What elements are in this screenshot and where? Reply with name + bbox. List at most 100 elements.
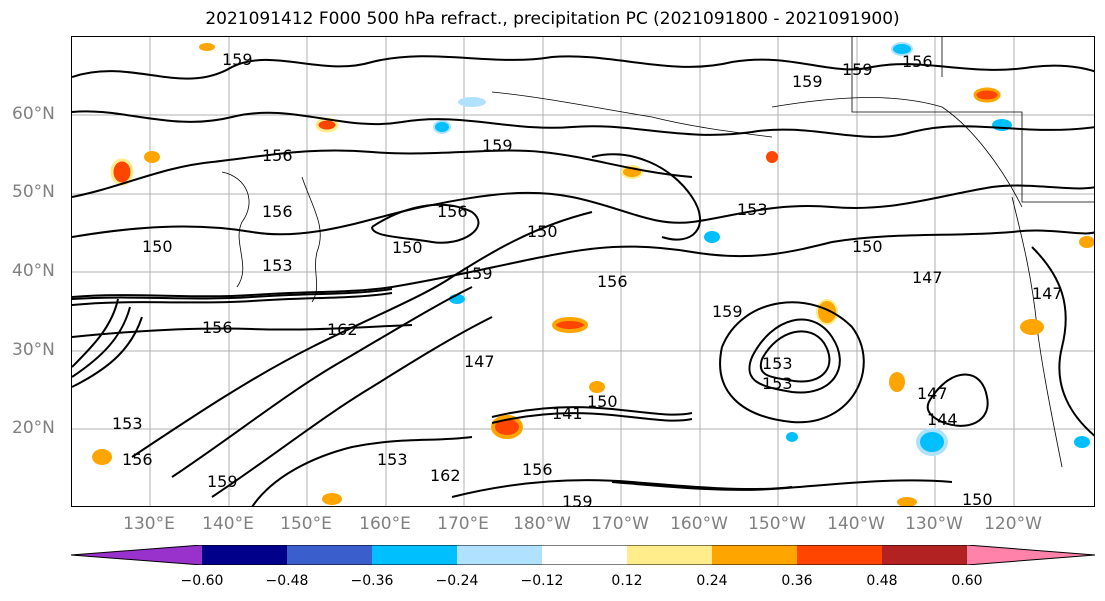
lat-label-50n: 50°N: [12, 182, 55, 202]
colorbar-tick: 0.24: [696, 573, 728, 589]
lat-label-20n: 20°N: [12, 418, 55, 438]
contour-line: [719, 301, 865, 424]
contour-line: [72, 316, 143, 388]
contour-line: [72, 184, 1094, 238]
colorbar-tick: 0.48: [866, 573, 898, 589]
contour-label: 153: [262, 256, 293, 275]
precip-patch: [704, 231, 720, 243]
colorbar-tick: −0.24: [435, 573, 479, 589]
contour-label: 141: [552, 404, 583, 423]
refractivity-contours: [72, 55, 1094, 506]
lon-label-170e: 170°E: [437, 514, 489, 534]
contour-label: 147: [464, 352, 495, 371]
contour-line: [72, 306, 131, 378]
colorbar-extend-low: [71, 545, 202, 565]
contour-line: [491, 406, 693, 418]
precip-patch: [458, 97, 486, 107]
contour-label: 159: [792, 72, 823, 91]
lon-label-150w: 150°W: [748, 514, 806, 534]
contour-label: 159: [712, 302, 743, 321]
precip-patch: [144, 151, 160, 163]
colorbar: [70, 544, 1096, 569]
contour-label: 153: [112, 414, 143, 433]
contour-label: 147: [1032, 284, 1063, 303]
contour-label: 159: [222, 50, 253, 69]
contour-label: 156: [902, 52, 933, 71]
coastlines: [221, 37, 1094, 468]
lon-label-130w: 130°W: [905, 514, 963, 534]
coastline-kamchatka: [301, 176, 321, 303]
contour-line: [759, 330, 831, 383]
colorbar-tick: 0.36: [781, 573, 813, 589]
contour-line: [72, 149, 693, 198]
colorbar-bin: [457, 545, 542, 565]
lon-label-130e: 130°E: [123, 514, 175, 534]
precip-patch: [973, 87, 1001, 103]
contour-label: 150: [392, 238, 423, 257]
contour-labels: 159 156 159 159 156 159 153 156 150 153 …: [112, 50, 1063, 507]
lat-label-30n: 30°N: [12, 340, 55, 360]
precip-patch: [766, 151, 778, 163]
colorbar-extend-high: [967, 545, 1095, 565]
contour-label: 150: [852, 237, 883, 256]
contour-line: [171, 286, 473, 478]
contour-label: 150: [587, 392, 618, 411]
coastline-asia: [221, 171, 250, 288]
contour-line: [926, 373, 989, 427]
lon-label-170w: 170°W: [591, 514, 649, 534]
colorbar-tick: 0.12: [611, 573, 643, 589]
contour-label: 150: [142, 237, 173, 256]
contour-line: [491, 412, 693, 424]
contour-label: 156: [122, 450, 153, 469]
contour-label: 153: [762, 354, 793, 373]
lon-label-150e: 150°E: [280, 514, 332, 534]
contour-line: [72, 298, 119, 368]
contour-label: 147: [917, 384, 948, 403]
precip-patch: [433, 120, 451, 134]
lat-label-40n: 40°N: [12, 261, 55, 281]
lon-label-180w: 180°W: [513, 514, 571, 534]
precip-patch: [897, 497, 917, 506]
lon-label-120w: 120°W: [984, 514, 1042, 534]
precip-patch: [589, 381, 605, 393]
colorbar-tick: −0.12: [520, 573, 564, 589]
precip-patch: [816, 299, 838, 325]
colorbar-tick: −0.36: [350, 573, 394, 589]
contour-label: 156: [597, 272, 628, 291]
precip-patch: [199, 43, 215, 51]
coastline-alaska: [771, 97, 1023, 208]
precip-patch: [1074, 436, 1090, 448]
colorbar-bin: [882, 545, 967, 565]
colorbar-bin: [372, 545, 457, 565]
contour-label: 159: [842, 60, 873, 79]
lon-label-160e: 160°E: [359, 514, 411, 534]
contour-label: 153: [377, 450, 408, 469]
contour-line: [371, 203, 480, 244]
contour-label: 159: [562, 492, 593, 507]
precip-patch: [322, 493, 342, 505]
precip-patch: [1020, 319, 1044, 335]
precip-patch: [92, 449, 112, 465]
contour-label: 159: [207, 472, 238, 491]
contour-line: [72, 292, 393, 306]
contour-line: [72, 110, 1094, 138]
colorbar-tick: 0.60: [951, 573, 983, 589]
contour-line: [72, 288, 393, 300]
contour-label: 147: [912, 268, 943, 287]
colorbar-bin: [797, 545, 882, 565]
contour-label: 156: [522, 460, 553, 479]
colorbar-bin: [202, 545, 287, 565]
colorbar-tick: −0.48: [265, 573, 309, 589]
lon-label-160w: 160°W: [670, 514, 728, 534]
precip-patch: [891, 42, 913, 56]
contour-label: 162: [327, 320, 358, 339]
colorbar-svg: [70, 544, 1096, 566]
lon-label-140e: 140°E: [202, 514, 254, 534]
contour-label: 156: [262, 146, 293, 165]
border-canada-alaska: [851, 37, 1094, 203]
contour-line: [72, 55, 1094, 80]
contour-label: 159: [482, 136, 513, 155]
coastline-aleutians: [491, 91, 773, 138]
colorbar-bin: [542, 545, 627, 565]
lat-label-60n: 60°N: [12, 104, 55, 124]
